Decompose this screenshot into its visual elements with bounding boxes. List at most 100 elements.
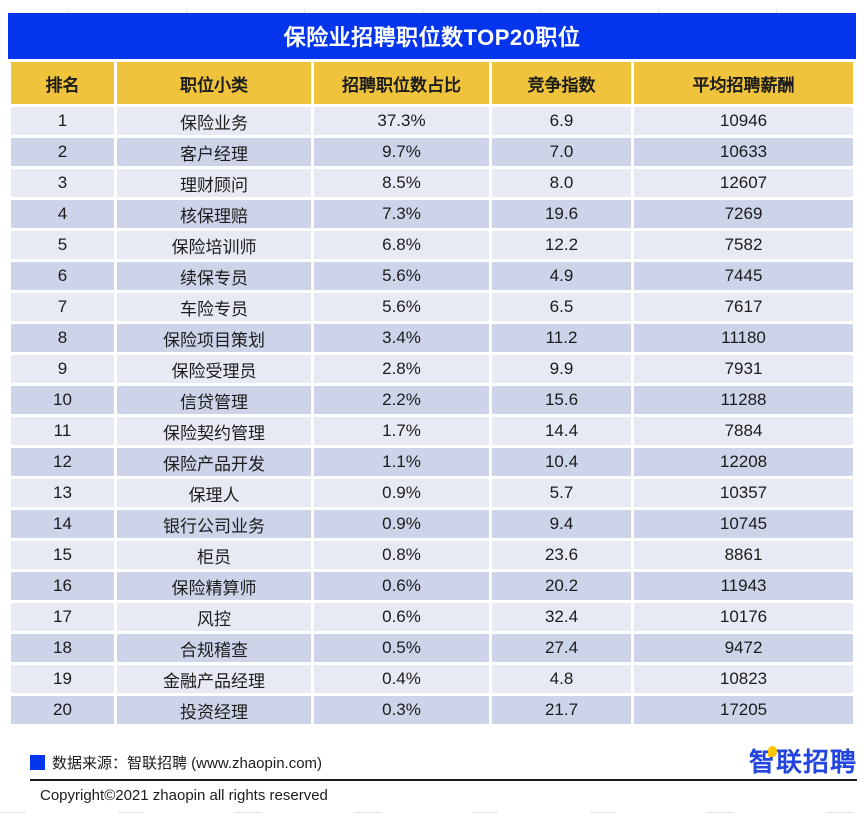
cell-job-share: 5.6% — [314, 293, 489, 321]
cell-competition-index: 8.0 — [492, 169, 631, 197]
table-row: 5 保险培训师 6.8% 12.2 7582 — [11, 231, 853, 259]
cell-rank: 16 — [11, 572, 114, 600]
cell-average-salary: 12607 — [634, 169, 853, 197]
cell-competition-index: 7.0 — [492, 138, 631, 166]
cell-rank: 6 — [11, 262, 114, 290]
cell-rank: 7 — [11, 293, 114, 321]
blue-square-icon — [30, 755, 45, 770]
cell-rank: 12 — [11, 448, 114, 476]
cell-job-share: 37.3% — [314, 107, 489, 135]
cell-job-category: 信贷管理 — [117, 386, 311, 414]
cell-job-category: 车险专员 — [117, 293, 311, 321]
cell-rank: 2 — [11, 138, 114, 166]
cell-average-salary: 7931 — [634, 355, 853, 383]
column-header-rank: 排名 — [11, 62, 114, 104]
cell-job-share: 0.4% — [314, 665, 489, 693]
cell-job-share: 1.7% — [314, 417, 489, 445]
cell-job-category: 保险精算师 — [117, 572, 311, 600]
cell-job-category: 银行公司业务 — [117, 510, 311, 538]
cell-average-salary: 11180 — [634, 324, 853, 352]
cell-competition-index: 6.9 — [492, 107, 631, 135]
table-row: 16 保险精算师 0.6% 20.2 11943 — [11, 572, 853, 600]
cell-rank: 13 — [11, 479, 114, 507]
cell-job-share: 0.9% — [314, 510, 489, 538]
cell-job-share: 7.3% — [314, 200, 489, 228]
table-row: 15 柜员 0.8% 23.6 8861 — [11, 541, 853, 569]
cell-competition-index: 20.2 — [492, 572, 631, 600]
cell-job-share: 3.4% — [314, 324, 489, 352]
cell-job-category: 续保专员 — [117, 262, 311, 290]
column-header-job-share: 招聘职位数占比 — [314, 62, 489, 104]
cell-competition-index: 14.4 — [492, 417, 631, 445]
cell-average-salary: 17205 — [634, 696, 853, 724]
cell-rank: 3 — [11, 169, 114, 197]
cell-rank: 18 — [11, 634, 114, 662]
cell-rank: 17 — [11, 603, 114, 631]
cell-job-category: 投资经理 — [117, 696, 311, 724]
cell-average-salary: 7617 — [634, 293, 853, 321]
cell-rank: 4 — [11, 200, 114, 228]
cell-competition-index: 4.8 — [492, 665, 631, 693]
cell-job-category: 合规稽查 — [117, 634, 311, 662]
copyright-text: Copyright©2021 zhaopin all rights reserv… — [40, 787, 328, 804]
cell-average-salary: 7884 — [634, 417, 853, 445]
cell-job-share: 8.5% — [314, 169, 489, 197]
cell-job-share: 0.9% — [314, 479, 489, 507]
table-row: 9 保险受理员 2.8% 9.9 7931 — [11, 355, 853, 383]
table-row: 12 保险产品开发 1.1% 10.4 12208 — [11, 448, 853, 476]
data-source-label: 数据来源：智联招聘 (www.zhaopin.com) — [52, 755, 323, 772]
zhaopin-logo-first-char: 智 — [748, 746, 778, 777]
cell-competition-index: 9.9 — [492, 355, 631, 383]
table-row: 3 理财顾问 8.5% 8.0 12607 — [11, 169, 853, 197]
cell-rank: 10 — [11, 386, 114, 414]
cell-job-share: 0.5% — [314, 634, 489, 662]
cell-competition-index: 10.4 — [492, 448, 631, 476]
cell-job-share: 6.8% — [314, 231, 489, 259]
page-title: 保险业招聘职位数TOP20职位 — [283, 25, 581, 50]
table-row: 2 客户经理 9.7% 7.0 10633 — [11, 138, 853, 166]
excel-gridline-ticks-top — [0, 9, 865, 13]
zhaopin-logo: 智联招聘 — [748, 746, 857, 777]
cell-competition-index: 4.9 — [492, 262, 631, 290]
excel-gridline-ticks-bottom — [0, 812, 865, 813]
cell-rank: 1 — [11, 107, 114, 135]
cell-job-category: 柜员 — [117, 541, 311, 569]
table-body: 1 保险业务 37.3% 6.9 10946 2 客户经理 9.7% 7.0 10633 3 理财顾问… — [11, 107, 853, 724]
cell-competition-index: 27.4 — [492, 634, 631, 662]
cell-competition-index: 15.6 — [492, 386, 631, 414]
table-row: 18 合规稽查 0.5% 27.4 9472 — [11, 634, 853, 662]
table-header: 排名 职位小类 招聘职位数占比 竞争指数 平均招聘薪酬 — [11, 62, 853, 104]
cell-job-share: 1.1% — [314, 448, 489, 476]
table-row: 4 核保理赔 7.3% 19.6 7269 — [11, 200, 853, 228]
cell-job-category: 保险培训师 — [117, 231, 311, 259]
table-row: 1 保险业务 37.3% 6.9 10946 — [11, 107, 853, 135]
table-row: 7 车险专员 5.6% 6.5 7617 — [11, 293, 853, 321]
cell-average-salary: 10745 — [634, 510, 853, 538]
cell-average-salary: 11288 — [634, 386, 853, 414]
top20-table: 排名 职位小类 招聘职位数占比 竞争指数 平均招聘薪酬 1 保险业务 37.3% 6.… — [8, 59, 856, 727]
cell-rank: 14 — [11, 510, 114, 538]
cell-competition-index: 5.7 — [492, 479, 631, 507]
cell-job-share: 0.8% — [314, 541, 489, 569]
cell-job-share: 9.7% — [314, 138, 489, 166]
table-row: 10 信贷管理 2.2% 15.6 11288 — [11, 386, 853, 414]
table-row: 11 保险契约管理 1.7% 14.4 7884 — [11, 417, 853, 445]
header-row: 排名 职位小类 招聘职位数占比 竞争指数 平均招聘薪酬 — [11, 62, 853, 104]
table-row: 17 风控 0.6% 32.4 10176 — [11, 603, 853, 631]
cell-rank: 5 — [11, 231, 114, 259]
cell-job-share: 2.2% — [314, 386, 489, 414]
source-row: 数据来源：智联招聘 (www.zhaopin.com) 智联招聘 — [30, 746, 857, 781]
cell-average-salary: 10357 — [634, 479, 853, 507]
cell-competition-index: 32.4 — [492, 603, 631, 631]
cell-rank: 20 — [11, 696, 114, 724]
cell-job-share: 0.6% — [314, 603, 489, 631]
column-header-average-salary: 平均招聘薪酬 — [634, 62, 853, 104]
cell-competition-index: 6.5 — [492, 293, 631, 321]
title-bar: 保险业招聘职位数TOP20职位 — [8, 13, 856, 59]
cell-average-salary: 10633 — [634, 138, 853, 166]
cell-job-category: 客户经理 — [117, 138, 311, 166]
cell-job-category: 保理人 — [117, 479, 311, 507]
cell-job-category: 金融产品经理 — [117, 665, 311, 693]
cell-average-salary: 7269 — [634, 200, 853, 228]
table-row: 6 续保专员 5.6% 4.9 7445 — [11, 262, 853, 290]
